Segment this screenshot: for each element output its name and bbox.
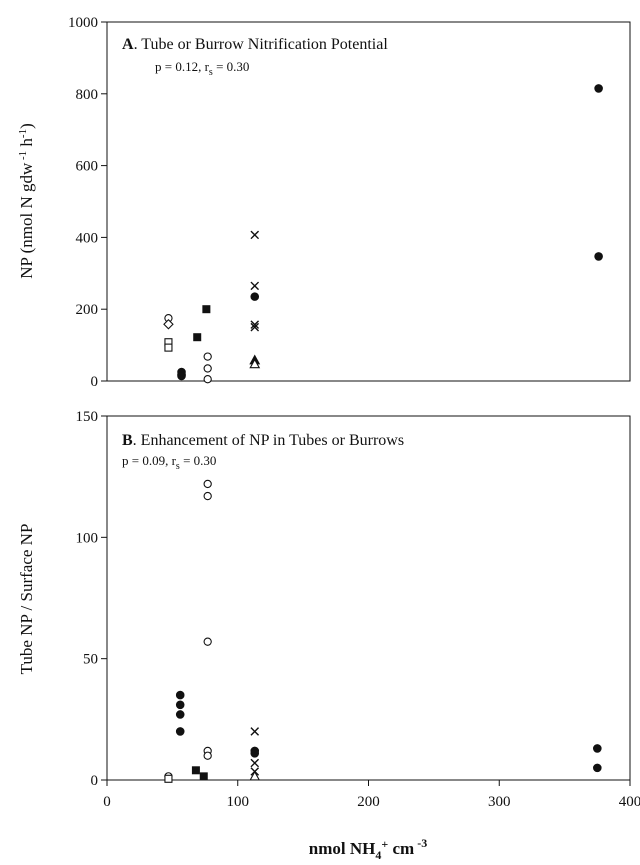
panel-b-y-ticks: 0 50 100 150 [76, 409, 107, 789]
panel-b-y-axis-title: Tube NP / Surface NP [17, 524, 36, 675]
y-tick-label: 100 [76, 530, 99, 546]
panel-a-title-text: . Tube or Burrow Nitrification Potential [134, 36, 389, 53]
panel-a: 0 200 400 600 800 1000 A. Tube or Burrow Nitr… [17, 15, 631, 390]
data-point-open-square [164, 774, 173, 783]
data-point-open-circle [203, 637, 212, 646]
data-point-filled-circle [175, 700, 185, 710]
data-point-filled-circle [175, 727, 185, 736]
data-point-x [250, 322, 260, 332]
data-point-filled-circle [175, 710, 185, 719]
panel-b-title: B. Enhancement of NP in Tubes or Burrows [122, 432, 404, 449]
panel-a-points [163, 84, 603, 384]
data-point-x [250, 758, 260, 768]
panel-b-frame [106, 415, 631, 781]
data-point-x [250, 320, 260, 329]
data-point-open-circle [203, 479, 212, 489]
data-point-x [250, 230, 260, 240]
panel-a-stats: p = 0.12, rs = 0.30 [155, 59, 249, 78]
data-point-open-circle [203, 364, 212, 373]
data-point-filled-circle [593, 763, 602, 773]
y-tick-label: 1000 [68, 15, 98, 31]
data-point-filled-circle [250, 749, 260, 758]
data-point-open-circle [203, 751, 212, 760]
data-point-open-circle [203, 352, 212, 361]
x-tick-label: 400 [619, 794, 640, 810]
panel-b-points [164, 479, 602, 783]
panel-b-title-text: . Enhancement of NP in Tubes or Burrows [133, 432, 404, 449]
x-axis-title: nmol NH4+ cm -3 [309, 836, 427, 862]
data-point-open-square [164, 343, 173, 352]
data-point-open-triangle [249, 770, 261, 781]
panel-a-y-axis-title: NP (nmol N gdw -1 h-1) [17, 123, 36, 279]
data-point-filled-square [199, 772, 208, 781]
panel-a-letter: A [122, 36, 134, 53]
y-tick-label: 150 [76, 409, 99, 425]
data-point-filled-square [193, 333, 202, 342]
x-tick-label: 200 [357, 794, 380, 810]
data-point-filled-square [202, 305, 211, 314]
data-point-filled-circle [593, 744, 602, 753]
x-tick-label: 300 [488, 794, 511, 810]
y-tick-label: 0 [91, 374, 99, 390]
data-point-x [250, 281, 260, 291]
y-tick-label: 800 [76, 87, 99, 103]
data-point-open-circle [203, 491, 212, 501]
panel-b: 0 50 100 150 0 100 200 300 400 B. Enhancement o… [17, 409, 640, 862]
y-tick-label: 200 [76, 302, 99, 318]
y-tick-label: 600 [76, 159, 99, 175]
y-tick-label: 50 [83, 652, 98, 668]
panel-a-y-ticks: 0 200 400 600 800 1000 [68, 15, 107, 390]
data-point-filled-circle [594, 252, 603, 261]
data-point-open-diamond [163, 319, 174, 330]
x-tick-label: 100 [227, 794, 250, 810]
x-tick-label: 0 [103, 794, 111, 810]
data-point-filled-circle [175, 690, 185, 700]
data-point-open-circle [203, 375, 212, 384]
data-point-filled-circle [594, 84, 603, 93]
panel-b-stats: p = 0.09, rs = 0.30 [122, 453, 216, 472]
panel-a-title: A. Tube or Burrow Nitrification Potentia… [122, 36, 388, 53]
y-tick-label: 400 [76, 230, 99, 246]
data-point-filled-circle [177, 371, 186, 381]
panel-b-letter: B [122, 432, 133, 449]
panel-b-x-ticks: 0 100 200 300 400 [103, 780, 640, 810]
data-point-filled-circle [250, 292, 260, 301]
data-point-filled-square [191, 766, 200, 775]
data-point-open-triangle [249, 358, 261, 369]
data-point-x [250, 727, 260, 736]
y-tick-label: 0 [91, 773, 99, 789]
panel-a-frame [106, 21, 631, 382]
